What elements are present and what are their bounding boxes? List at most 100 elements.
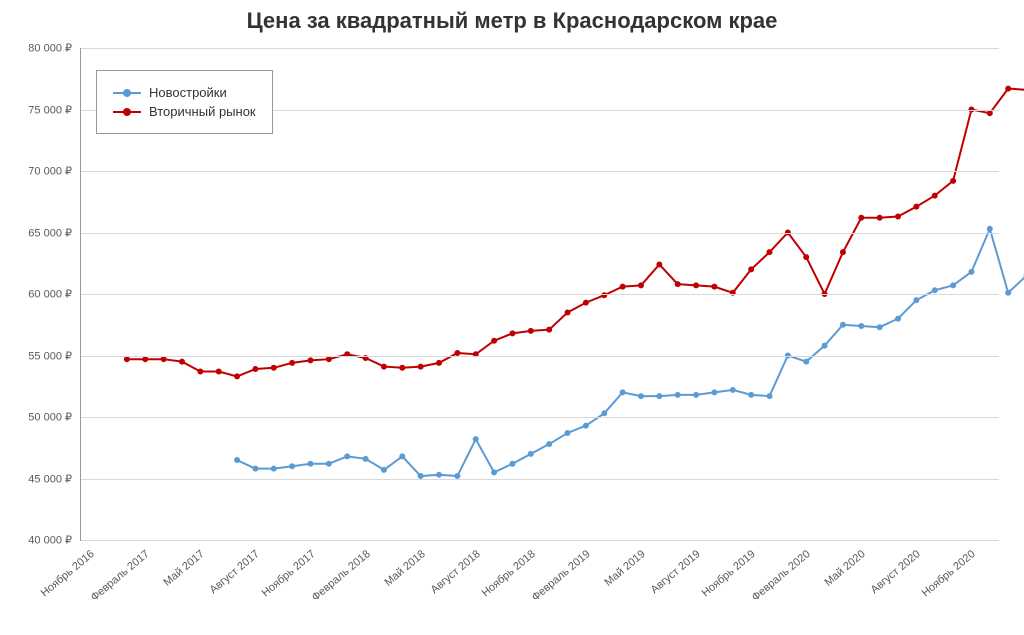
legend-label: Вторичный рынок: [149, 104, 256, 119]
x-tick-label: Ноябрь 2019: [700, 548, 758, 599]
y-tick-label: 65 000 ₽: [12, 226, 72, 239]
x-tick-label: Май 2018: [382, 548, 427, 589]
y-tick-label: 55 000 ₽: [12, 349, 72, 362]
series-marker: [399, 365, 405, 371]
series-marker: [565, 430, 571, 436]
series-marker: [968, 269, 974, 275]
chart-title: Цена за квадратный метр в Краснодарском …: [0, 8, 1024, 34]
x-tick-label: Август 2017: [208, 548, 262, 596]
legend-item: Новостройки: [113, 85, 256, 100]
gridline: [81, 233, 999, 234]
series-marker: [124, 356, 130, 362]
series-marker: [656, 393, 662, 399]
series-marker: [197, 368, 203, 374]
gridline: [81, 540, 999, 541]
series-marker: [473, 436, 479, 442]
series-marker: [822, 343, 828, 349]
x-tick-label: Ноябрь 2018: [479, 548, 537, 599]
y-tick-label: 45 000 ₽: [12, 472, 72, 485]
series-marker: [161, 356, 167, 362]
series-marker: [399, 453, 405, 459]
series-marker: [987, 110, 993, 116]
series-marker: [895, 214, 901, 220]
series-marker: [326, 461, 332, 467]
series-marker: [363, 456, 369, 462]
series-marker: [1005, 86, 1011, 92]
series-marker: [638, 282, 644, 288]
series-marker: [142, 356, 148, 362]
series-marker: [601, 410, 607, 416]
series-marker: [436, 472, 442, 478]
y-tick-label: 40 000 ₽: [12, 534, 72, 547]
legend-swatch: [113, 111, 141, 113]
series-marker: [528, 451, 534, 457]
legend-swatch: [113, 92, 141, 94]
series-marker: [565, 309, 571, 315]
series-marker: [711, 389, 717, 395]
price-chart: Цена за квадратный метр в Краснодарском …: [0, 0, 1024, 635]
series-marker: [436, 360, 442, 366]
gridline: [81, 171, 999, 172]
series-marker: [840, 322, 846, 328]
x-tick-label: Август 2020: [869, 548, 923, 596]
series-marker: [381, 364, 387, 370]
series-marker: [308, 357, 314, 363]
x-tick-label: Май 2020: [823, 548, 868, 589]
series-marker: [858, 323, 864, 329]
series-marker: [308, 461, 314, 467]
series-marker: [675, 281, 681, 287]
series-marker: [234, 373, 240, 379]
series-marker: [693, 282, 699, 288]
series-marker: [546, 441, 552, 447]
x-tick-label: Февраль 2019: [530, 548, 593, 604]
series-marker: [252, 466, 258, 472]
series-marker: [252, 366, 258, 372]
series-marker: [546, 327, 552, 333]
legend: Новостройки Вторичный рынок: [96, 70, 273, 134]
legend-label: Новостройки: [149, 85, 227, 100]
gridline: [81, 294, 999, 295]
series-marker: [767, 249, 773, 255]
series-marker: [289, 360, 295, 366]
x-tick-label: Февраль 2020: [750, 548, 813, 604]
series-marker: [418, 364, 424, 370]
series-marker: [987, 226, 993, 232]
series-marker: [767, 393, 773, 399]
series-marker: [803, 359, 809, 365]
series-marker: [840, 249, 846, 255]
series-marker: [289, 463, 295, 469]
series-marker: [216, 368, 222, 374]
series-marker: [858, 215, 864, 221]
y-tick-label: 50 000 ₽: [12, 411, 72, 424]
series-marker: [711, 284, 717, 290]
gridline: [81, 48, 999, 49]
series-marker: [583, 300, 589, 306]
series-line: [237, 229, 1024, 476]
series-marker: [895, 316, 901, 322]
x-tick-label: Ноябрь 2020: [920, 548, 978, 599]
x-tick-label: Август 2018: [428, 548, 482, 596]
series-marker: [344, 453, 350, 459]
gridline: [81, 356, 999, 357]
series-marker: [748, 266, 754, 272]
series-marker: [748, 392, 754, 398]
series-marker: [381, 467, 387, 473]
series-marker: [234, 457, 240, 463]
x-tick-label: Август 2019: [649, 548, 703, 596]
y-tick-label: 75 000 ₽: [12, 103, 72, 116]
y-tick-label: 80 000 ₽: [12, 42, 72, 55]
series-marker: [1005, 290, 1011, 296]
gridline: [81, 479, 999, 480]
x-tick-label: Май 2017: [162, 548, 207, 589]
x-tick-label: Февраль 2018: [309, 548, 372, 604]
series-marker: [509, 330, 515, 336]
series-marker: [932, 193, 938, 199]
series-marker: [583, 423, 589, 429]
y-tick-label: 60 000 ₽: [12, 288, 72, 301]
series-marker: [932, 287, 938, 293]
legend-item: Вторичный рынок: [113, 104, 256, 119]
series-marker: [509, 461, 515, 467]
series-marker: [326, 356, 332, 362]
series-marker: [693, 392, 699, 398]
series-marker: [877, 215, 883, 221]
